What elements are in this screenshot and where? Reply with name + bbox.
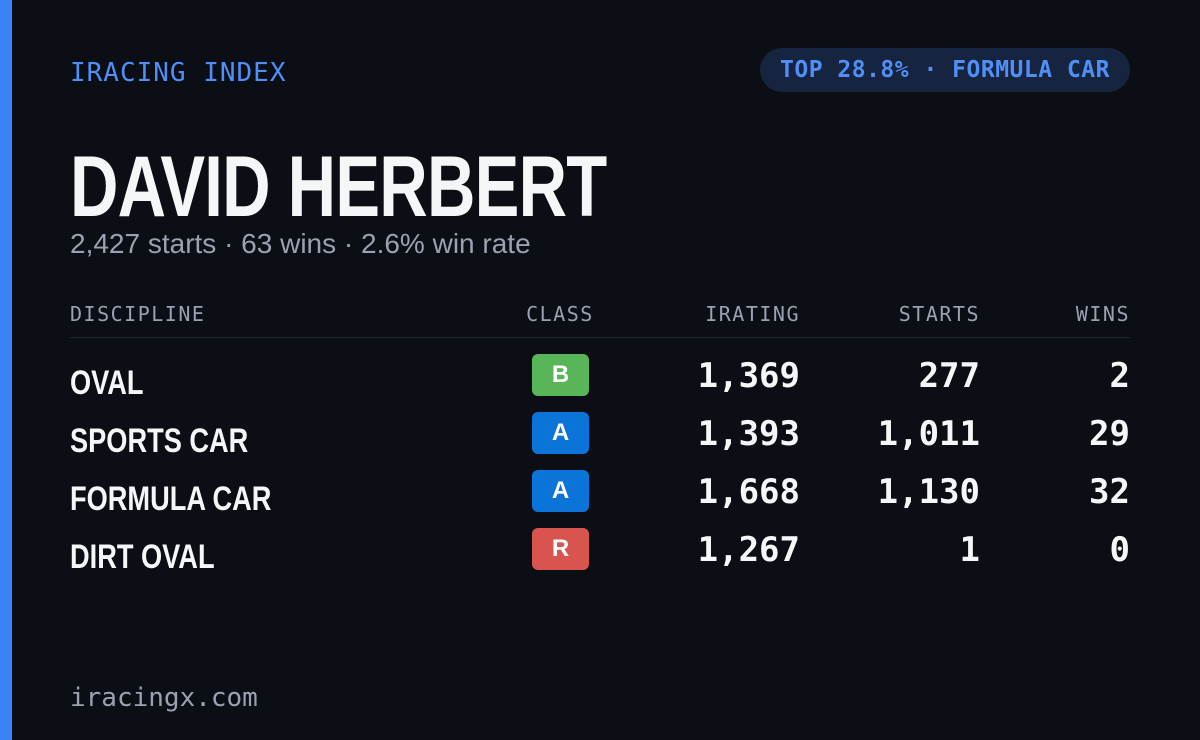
discipline: OVAL bbox=[70, 364, 144, 402]
column-header: CLASS bbox=[526, 302, 594, 326]
irating: 1,668 bbox=[697, 472, 800, 512]
starts: 277 bbox=[918, 356, 980, 396]
irating: 1,267 bbox=[697, 530, 800, 570]
wins: 32 bbox=[1089, 472, 1130, 512]
irating: 1,393 bbox=[697, 414, 800, 454]
discipline: SPORTS CAR bbox=[70, 422, 249, 460]
wins: 2 bbox=[1109, 356, 1130, 396]
footer-site: iracingx.com bbox=[70, 683, 258, 713]
column-header: DISCIPLINE bbox=[70, 302, 206, 326]
column-header: STARTS bbox=[898, 302, 980, 326]
wins: 29 bbox=[1089, 414, 1130, 454]
starts: 1,130 bbox=[877, 472, 980, 512]
driver-summary: 2,427 starts · 63 wins · 2.6% win rate bbox=[70, 228, 531, 259]
starts: 1,011 bbox=[877, 414, 980, 454]
column-header: IRATING bbox=[705, 302, 800, 326]
class-badge: R bbox=[532, 528, 589, 570]
accent-bar bbox=[0, 0, 12, 740]
wins: 0 bbox=[1109, 530, 1130, 570]
discipline: FORMULA CAR bbox=[70, 480, 272, 518]
class-badge: A bbox=[532, 470, 589, 512]
header-rule bbox=[70, 337, 1130, 338]
brand: IRACING INDEX bbox=[70, 58, 287, 88]
discipline: DIRT OVAL bbox=[70, 538, 215, 576]
starts: 1 bbox=[959, 530, 980, 570]
class-badge: B bbox=[532, 354, 589, 396]
driver-name: DAVID HERBERT bbox=[70, 139, 607, 235]
column-header: WINS bbox=[1075, 302, 1130, 326]
rank-badge: TOP 28.8% · FORMULA CAR bbox=[760, 48, 1130, 92]
irating: 1,369 bbox=[697, 356, 800, 396]
class-badge: A bbox=[532, 412, 589, 454]
